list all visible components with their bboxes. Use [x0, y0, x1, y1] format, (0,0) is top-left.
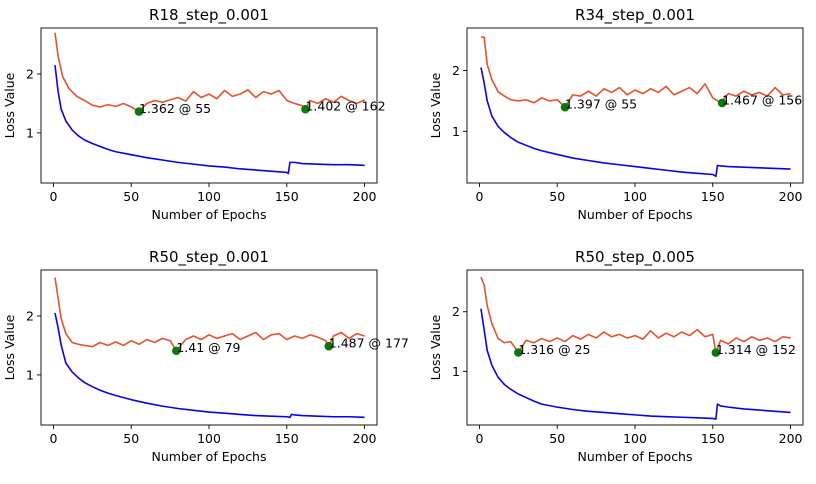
- x-tick-label: 150: [275, 431, 299, 446]
- min-annotation-label: 1.362 @ 55: [139, 101, 211, 116]
- y-tick-label: 2: [26, 66, 34, 81]
- min-annotation-label: 1.41 @ 79: [176, 340, 240, 355]
- x-axis-label: Number of Epochs: [578, 207, 693, 222]
- x-axis-label: Number of Epochs: [578, 449, 693, 464]
- x-tick-label: 0: [475, 189, 483, 204]
- min-marker: [514, 348, 523, 357]
- min-annotation-label: 1.487 @ 177: [329, 336, 409, 351]
- y-axis-label: Loss Value: [428, 72, 443, 138]
- min-annotation-label: 1.402 @ 162: [305, 99, 385, 114]
- x-tick-label: 200: [353, 189, 377, 204]
- series-line-train: [480, 308, 791, 420]
- x-tick-label: 50: [123, 189, 139, 204]
- x-tick-label: 200: [779, 189, 803, 204]
- y-tick-label: 2: [452, 304, 460, 319]
- y-tick-label: 1: [452, 364, 460, 379]
- subplot-4: 1.316 @ 25 1.314 @ 152 0 50 100 150 200 1 2 R50_s…: [428, 248, 804, 464]
- x-tick-label: 100: [197, 189, 221, 204]
- subplot-1: 1.362 @ 55 1.402 @ 162 0 50 100 150 200 1 2 R18_s…: [2, 6, 386, 222]
- subplot-3: 1.41 @ 79 1.487 @ 177 0 50 100 150 200 1 2 R50_st…: [2, 248, 409, 464]
- y-tick-label: 1: [452, 124, 460, 139]
- series-line-train: [54, 65, 365, 175]
- x-tick-label: 100: [623, 189, 647, 204]
- x-axis-label: Number of Epochs: [152, 449, 267, 464]
- min-marker: [172, 346, 181, 356]
- min-annotation-label: 1.314 @ 152: [716, 342, 796, 357]
- x-tick-label: 0: [475, 431, 483, 446]
- series-line-val: [481, 36, 791, 108]
- y-tick-label: 1: [26, 125, 34, 140]
- x-tick-label: 50: [549, 431, 565, 446]
- x-tick-label: 150: [701, 189, 725, 204]
- x-tick-label: 50: [123, 431, 139, 446]
- x-axis-label: Number of Epochs: [152, 207, 267, 222]
- series-line-train: [54, 312, 365, 419]
- chart-title: R50_step_0.005: [575, 248, 695, 267]
- x-tick-label: 50: [549, 189, 565, 204]
- min-marker: [560, 102, 570, 112]
- chart-title: R34_step_0.001: [575, 6, 695, 25]
- chart-title: R50_step_0.001: [149, 248, 269, 267]
- x-tick-label: 150: [701, 431, 725, 446]
- y-axis-label: Loss Value: [2, 72, 17, 138]
- subplot-2: 1.397 @ 55 1.467 @ 156 0 50 100 150 200 1 2 R34_s…: [428, 6, 804, 222]
- series-line-train: [480, 67, 791, 178]
- x-tick-label: 150: [275, 189, 299, 204]
- min-marker: [324, 341, 334, 351]
- y-tick-label: 2: [26, 308, 34, 323]
- x-tick-label: 200: [779, 431, 803, 446]
- min-marker: [717, 98, 727, 108]
- x-tick-label: 200: [353, 431, 377, 446]
- y-axis-label: Loss Value: [428, 314, 443, 380]
- x-tick-label: 0: [49, 431, 57, 446]
- y-axis-label: Loss Value: [2, 314, 17, 380]
- y-tick-label: 2: [452, 63, 460, 78]
- min-marker: [134, 107, 144, 116]
- min-marker: [301, 104, 310, 114]
- x-tick-label: 100: [197, 431, 221, 446]
- x-tick-label: 100: [623, 431, 647, 446]
- chart-title: R18_step_0.001: [149, 6, 269, 25]
- series-line-val: [54, 32, 365, 113]
- min-marker: [711, 348, 721, 357]
- min-annotation-label: 1.316 @ 25: [518, 342, 590, 357]
- min-annotation-label: 1.467 @ 156: [722, 92, 802, 107]
- series-line-val: [54, 277, 365, 352]
- x-tick-label: 0: [49, 189, 57, 204]
- y-tick-label: 1: [26, 367, 34, 382]
- min-annotation-label: 1.397 @ 55: [565, 97, 637, 112]
